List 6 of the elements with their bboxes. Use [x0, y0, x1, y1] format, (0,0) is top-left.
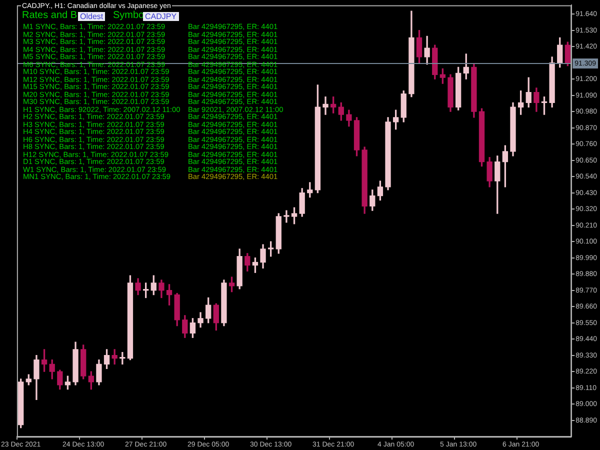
button: CADJPY — [143, 12, 179, 21]
candlestick — [322, 96, 328, 115]
annotation: Rates and B — [22, 10, 78, 21]
annotation: Symbo — [113, 10, 144, 21]
candlestick — [284, 210, 290, 223]
button: Oldest — [78, 12, 106, 21]
